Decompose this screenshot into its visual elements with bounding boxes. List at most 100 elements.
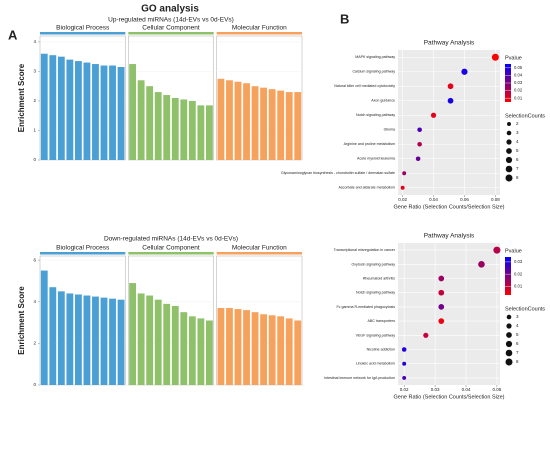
- facet-strip: [216, 252, 302, 255]
- size-key: [506, 323, 512, 329]
- bar: [117, 67, 125, 160]
- y-axis-title: Enrichment Score: [17, 63, 26, 132]
- y-tick-label: Arginine and proline metabolism: [344, 142, 395, 146]
- bar: [285, 92, 293, 160]
- bar: [226, 80, 233, 160]
- bar: [234, 309, 242, 385]
- bar: [171, 305, 179, 385]
- size-key: [506, 139, 512, 145]
- bar: [234, 81, 242, 160]
- dot: [423, 332, 429, 338]
- bar: [268, 315, 276, 385]
- colorbar-label: 0.02: [514, 88, 523, 93]
- legend-title: SelectionCounts: [505, 306, 545, 312]
- y-tick-label: 6: [33, 257, 36, 262]
- y-tick-label: ABC transporters: [367, 319, 395, 323]
- x-tick-label: 0.04: [429, 197, 438, 202]
- x-axis-title: Gene Ratio (Selection Counts/Selection S…: [394, 394, 505, 400]
- bar: [66, 59, 74, 160]
- bar: [137, 80, 145, 160]
- size-label: 5: [516, 148, 519, 153]
- size-key: [505, 174, 513, 182]
- bar: [180, 99, 188, 160]
- dot: [401, 347, 407, 352]
- y-tick-label: 3: [33, 69, 36, 74]
- y-tick-label: 0: [33, 157, 36, 162]
- y-tick-label: 1: [33, 128, 36, 133]
- legend-title: Pvalue: [505, 248, 522, 254]
- y-tick-label: Fc gamma R-mediated phagocytosis: [336, 305, 395, 309]
- colorbar-label: 0.04: [514, 73, 523, 78]
- facet-strip: [40, 32, 126, 35]
- bar: [180, 312, 188, 385]
- bar: [217, 308, 225, 385]
- facet-strip: [40, 252, 126, 255]
- facet-label: Biological Process: [56, 245, 110, 252]
- colorbar-label: 0.02: [514, 271, 523, 276]
- dot: [415, 156, 421, 162]
- bar: [49, 287, 57, 385]
- facet-strip: [128, 252, 214, 255]
- y-tick-label: Natural killer cell mediated cytotoxicit…: [334, 84, 395, 88]
- facet-strip: [216, 32, 302, 35]
- facet-label: Molecular Function: [232, 25, 287, 32]
- x-tick-label: 0.02: [400, 387, 409, 392]
- colorbar-label: 0.01: [514, 284, 523, 289]
- dot: [438, 304, 445, 310]
- size-key: [505, 156, 513, 164]
- bar: [285, 318, 293, 385]
- y-tick-label: Nicotine addiction: [367, 347, 395, 351]
- panel-label: B: [340, 11, 349, 26]
- dot: [430, 112, 437, 118]
- facet-label: Molecular Function: [232, 245, 287, 252]
- bar: [205, 105, 213, 160]
- size-key: [505, 358, 513, 366]
- panel-label: A: [8, 27, 18, 42]
- y-tick-label: 0: [33, 382, 36, 387]
- y-tick-label: Rheumatoid arthritis: [363, 276, 395, 280]
- bar: [277, 90, 285, 160]
- x-tick-label: 0.06: [460, 197, 469, 202]
- dot: [402, 361, 407, 366]
- x-tick-label: 0.05: [493, 387, 502, 392]
- size-key: [506, 148, 512, 154]
- bar: [197, 318, 205, 385]
- bar: [154, 92, 162, 160]
- bar: [117, 299, 125, 385]
- bar: [92, 296, 99, 385]
- size-label: 2: [516, 121, 519, 126]
- bar: [243, 310, 250, 385]
- bar: [66, 293, 74, 385]
- bar: [163, 95, 171, 160]
- bar: [100, 65, 108, 160]
- bar: [294, 92, 302, 160]
- y-tick-label: Calcium signaling pathway: [352, 70, 395, 74]
- colorbar: [505, 257, 511, 295]
- bar: [74, 61, 82, 160]
- dot: [438, 275, 445, 282]
- dot: [402, 171, 407, 176]
- bar: [146, 295, 154, 385]
- bar: [268, 89, 276, 160]
- facet-label: Cellular Component: [142, 25, 200, 32]
- y-tick-label: Notch signaling pathway: [356, 291, 395, 295]
- size-label: 6: [516, 341, 519, 346]
- dot: [402, 375, 407, 380]
- y-tick-label: Axon guidance: [371, 99, 395, 103]
- x-tick-label: 0.02: [398, 197, 407, 202]
- dot: [417, 127, 422, 133]
- x-tick-label: 0.03: [431, 387, 440, 392]
- size-key: [505, 165, 513, 173]
- bar: [57, 56, 65, 160]
- bar: [129, 64, 137, 160]
- plot-background: [398, 50, 500, 195]
- chart-title: Pathway Analysis: [424, 233, 475, 240]
- bar: [260, 87, 268, 160]
- y-tick-label: Intestinal immune network for IgA produc…: [324, 376, 395, 380]
- size-label: 5: [516, 332, 519, 337]
- size-label: 6: [516, 157, 519, 162]
- bar: [171, 98, 179, 160]
- y-tick-label: Acute myeloid leukemia: [357, 157, 395, 161]
- dot: [461, 68, 468, 75]
